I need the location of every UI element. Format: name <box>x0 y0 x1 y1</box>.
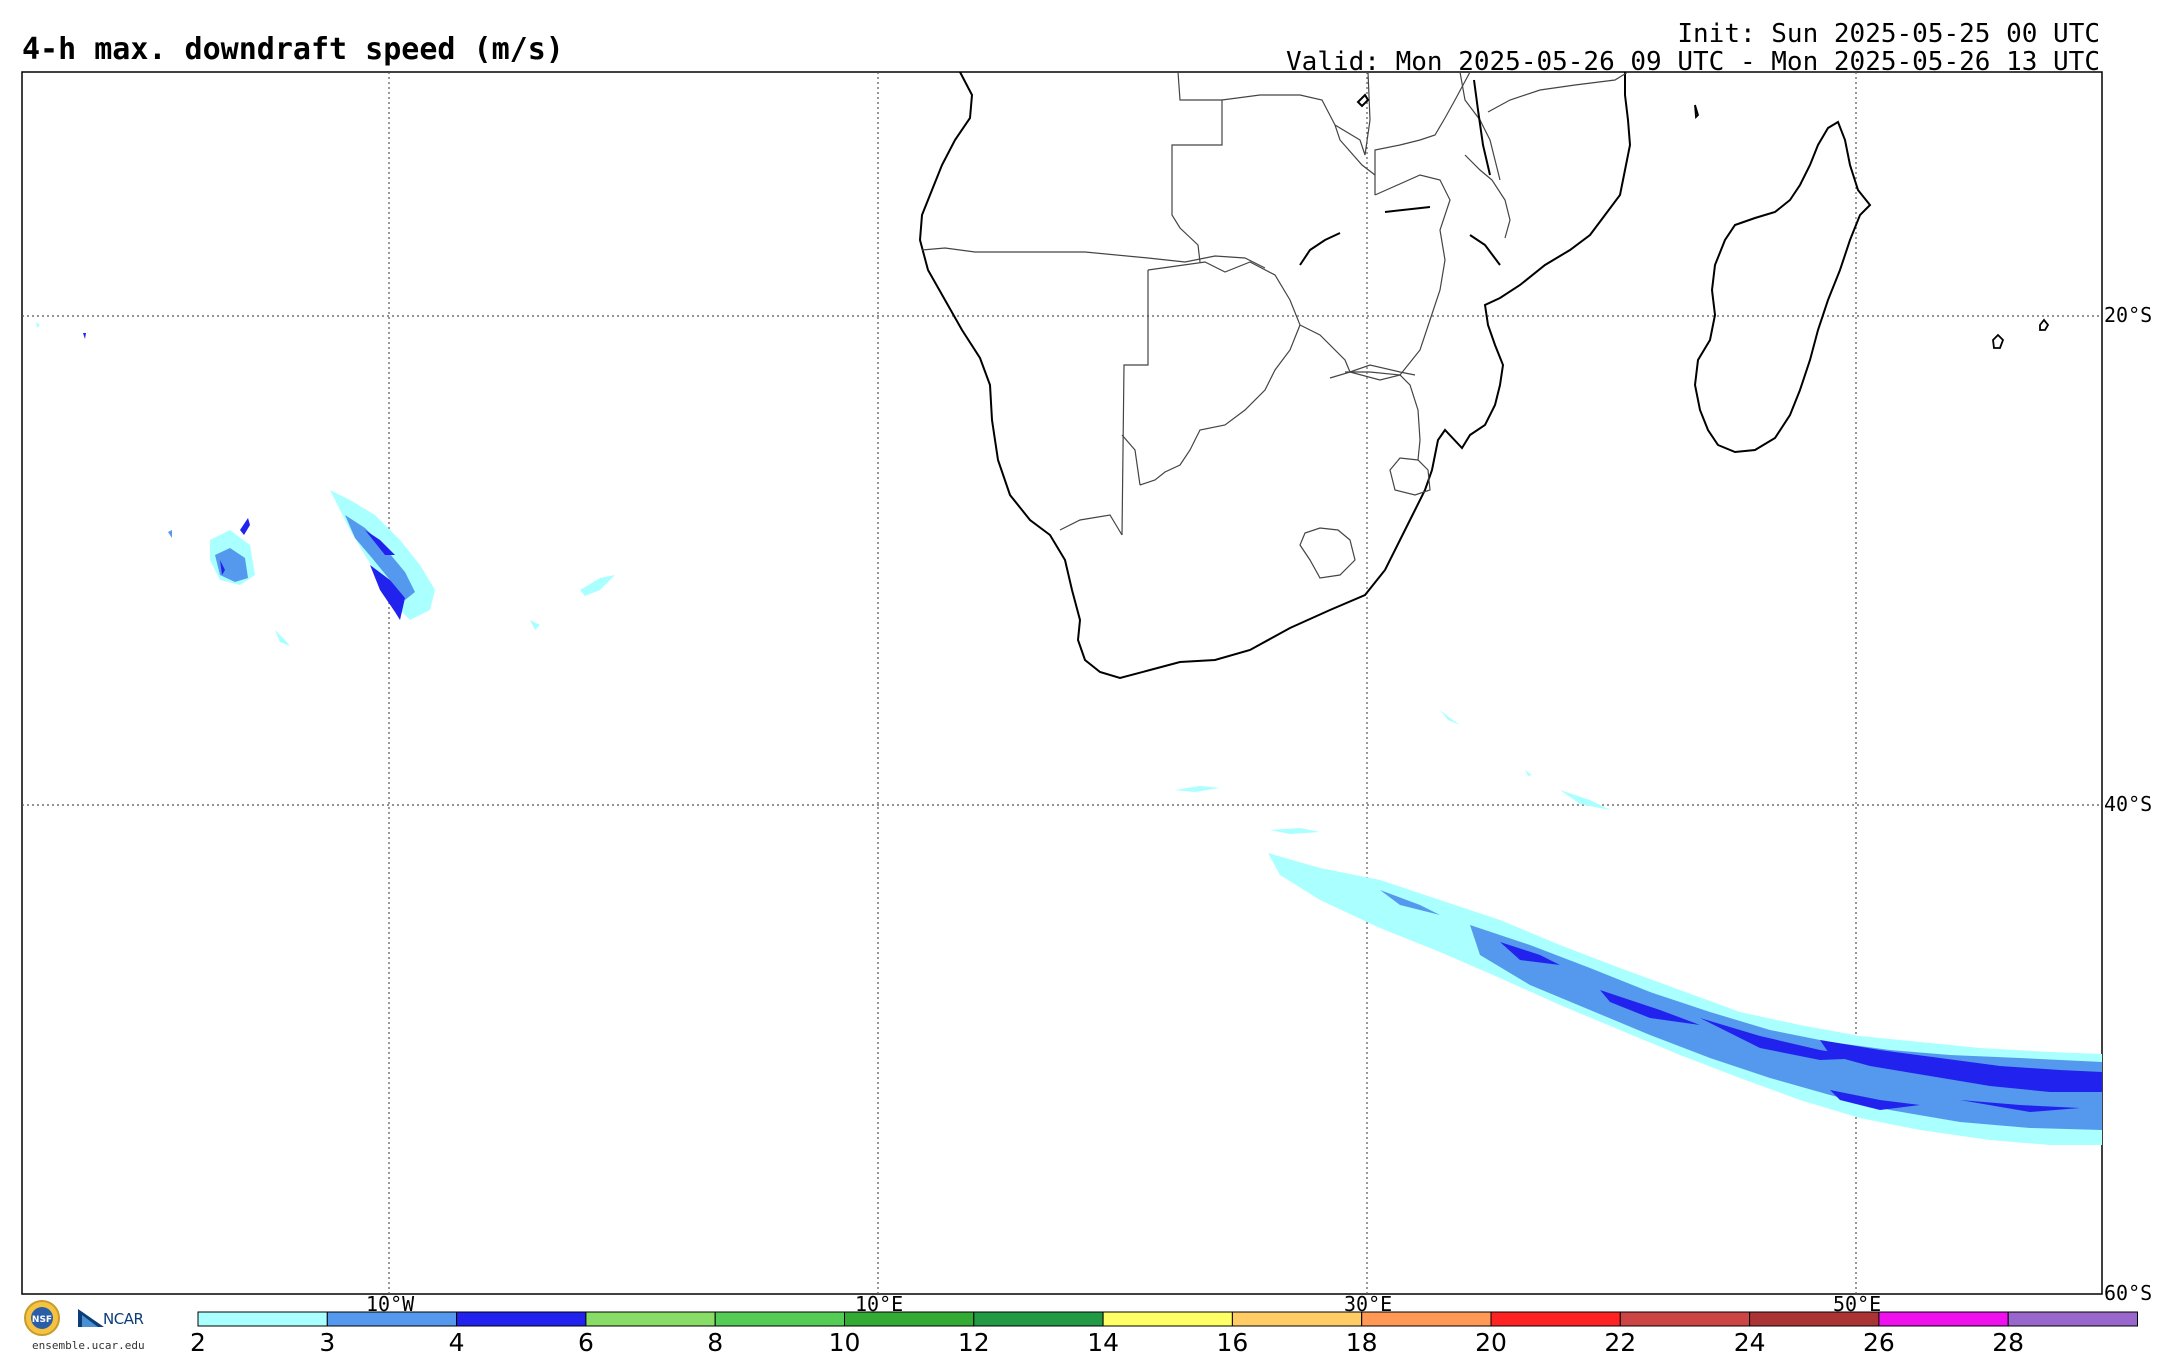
colorbar-swatch <box>714 1311 846 1327</box>
colorbar <box>197 1311 2138 1327</box>
colorbar-swatch <box>585 1311 716 1327</box>
credit-url: ensemble.ucar.edu <box>32 1339 145 1352</box>
colorbar-swatch <box>456 1311 587 1327</box>
lat-label-60s: 60°S <box>2104 1281 2153 1305</box>
lon-label-50e: 50°E <box>1833 1292 1882 1316</box>
lat-label-20s: 20°S <box>2104 303 2153 327</box>
colorbar-swatch <box>1102 1311 1233 1327</box>
country-borders <box>921 71 1629 579</box>
colorbar-tick-label: 12 <box>957 1328 990 1357</box>
ncar-logo-text: NCAR <box>103 1310 144 1328</box>
colorbar-tick-label: 4 <box>448 1328 465 1357</box>
gridlines <box>22 72 2102 1294</box>
islands <box>1694 104 2050 349</box>
colorbar-tick-label: 20 <box>1475 1328 1507 1357</box>
map-frame <box>21 71 2103 1295</box>
colorbar-swatch <box>1231 1311 1363 1327</box>
colorbar-tick-label: 22 <box>1604 1328 1637 1357</box>
colorbar-tick-label: 16 <box>1216 1328 1249 1357</box>
colorbar-tick-label: 8 <box>707 1328 724 1357</box>
lon-label-10w: 10°W <box>366 1292 415 1316</box>
colorbar-tick-label: 18 <box>1345 1328 1378 1357</box>
lon-label-10e: 10°E <box>855 1292 904 1316</box>
africa-coastline <box>918 71 1632 680</box>
colorbar-swatch <box>1878 1311 2009 1327</box>
colorbar-tick-label: 3 <box>319 1328 336 1357</box>
colorbar-tick-label: 14 <box>1087 1328 1119 1357</box>
colorbar-tick-label: 26 <box>1862 1328 1895 1357</box>
colorbar-tick-label: 10 <box>828 1328 861 1357</box>
lon-label-30e: 30°E <box>1344 1292 1393 1316</box>
downdraft-cluster-west <box>36 322 615 646</box>
downdraft-band-south <box>1175 710 2102 1145</box>
colorbar-swatch <box>197 1311 328 1327</box>
colorbar-swatch <box>973 1311 1104 1327</box>
nsf-logo-text: NSF <box>32 1315 52 1325</box>
init-time: Init: Sun 2025-05-25 00 UTC <box>1677 19 2100 49</box>
map-title: 4-h max. downdraft speed (m/s) <box>22 32 564 67</box>
colorbar-swatch <box>1619 1311 1751 1327</box>
colorbar-tick-label: 28 <box>1992 1328 2025 1357</box>
nsf-logo-icon: NSF <box>24 1300 60 1336</box>
colorbar-tick-label: 2 <box>190 1328 206 1357</box>
colorbar-tick-label: 6 <box>577 1328 594 1357</box>
lakes <box>1299 79 1501 266</box>
ncar-logo-icon <box>78 1309 104 1327</box>
madagascar-coastline <box>1693 120 1872 454</box>
lat-label-40s: 40°S <box>2104 792 2153 816</box>
colorbar-swatch <box>1490 1311 1621 1327</box>
colorbar-tick-label: 24 <box>1733 1328 1766 1357</box>
colorbar-swatch <box>2007 1311 2138 1327</box>
